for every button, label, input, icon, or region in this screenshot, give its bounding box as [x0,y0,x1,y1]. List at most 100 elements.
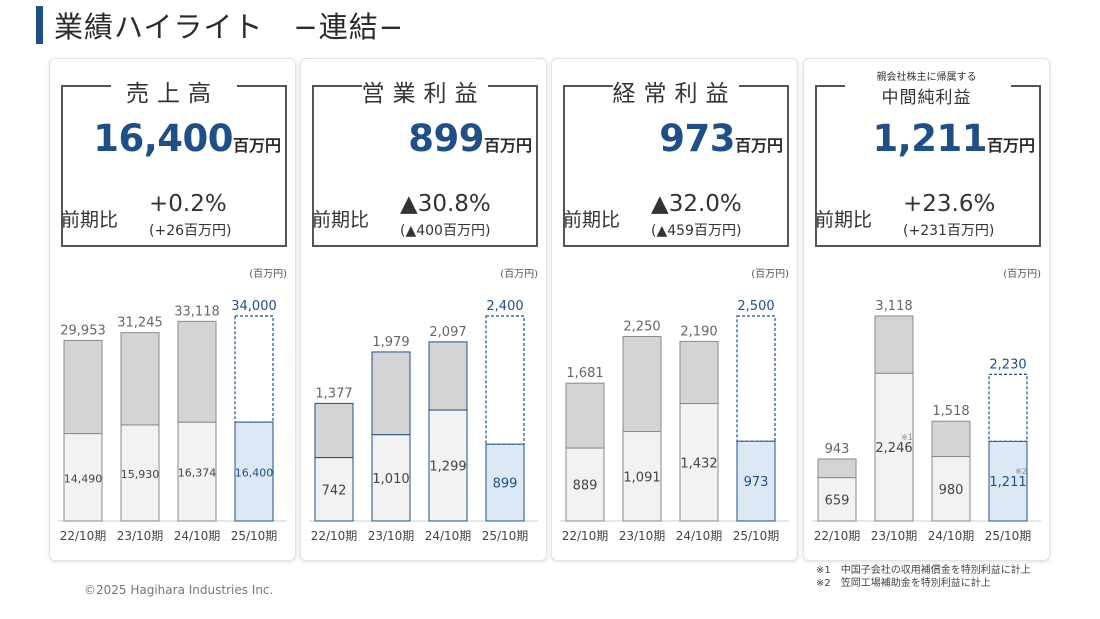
bar-total-label: 1,681 [566,366,603,381]
bar-total-label: 2,190 [680,324,717,339]
bar-chart: 1,681 889 22/10期 2,250 1,091 23/10期 2,190 1,432… [560,299,789,543]
kpi-box-border-left [565,85,613,87]
bar-interim-label: 659 [825,493,850,508]
bar-forecast-interim [485,443,525,522]
bar-interim-label: 1,211 [989,475,1026,490]
kpi-value-number: 1,211 [872,117,987,160]
bar-interim [874,372,914,522]
bar-interim [679,403,719,522]
kpi-box-border-right [1011,85,1039,87]
kpi-value-unit: 百万円 [483,136,532,155]
title-accent-bar [36,6,43,44]
bar-forecast-full [988,373,1028,442]
bar-chart: 29,953 14,490 22/10期 31,245 15,930 23/10期 33,1… [58,299,287,543]
x-tick-label: 24/10期 [676,529,723,543]
bar-chart: 943 659 22/10期 3,118 2,246※1 23/10期 1,518 980 24… [812,299,1041,543]
yoy-amount: (▲400百万円) [400,223,491,239]
bar-total-label: 943 [825,442,850,457]
bar-total-label: 1,377 [315,386,352,401]
kpi-box-border-left [63,85,111,87]
kpi-value-unit: 百万円 [734,136,783,155]
yoy-label: 前期比 [563,209,621,231]
x-tick-label: 24/10期 [425,529,472,543]
bar-interim [817,477,857,522]
yoy-amount: (▲459百万円) [651,223,742,239]
bar-interim [63,433,103,522]
kpi-value-unit: 百万円 [232,136,281,155]
yoy-label: 前期比 [312,209,370,231]
panel-operating-profit: 営業利益 899百万円 前期比 ▲30.8% (▲400百万円) (百万円) 1,377 74… [300,58,547,561]
yoy-amount: (+231百万円) [903,223,995,239]
bar-total-label: 34,000 [231,299,277,314]
yoy-percent: ▲32.0% [651,191,742,217]
bar-full-year [565,382,605,449]
bar-interim-label: 1,010 [372,472,409,487]
bar-full-year [817,458,857,479]
kpi-box-border-right [739,85,787,87]
kpi-title: 中間純利益 [881,88,972,108]
bar-interim-label: 16,400 [235,467,274,480]
bar-interim [177,421,217,522]
bar-forecast-interim [736,440,776,522]
x-tick-label: 22/10期 [562,529,609,543]
bar-interim [428,409,468,522]
bar-interim-label: 14,490 [64,472,103,485]
bar-full-year [314,402,354,459]
bar-total-label: 31,245 [117,316,163,331]
bar-interim [314,457,354,522]
kpi-box-border-right [488,85,536,87]
x-tick-label: 23/10期 [368,529,415,543]
yoy-label: 前期比 [815,209,873,231]
kpi-box [563,85,789,247]
bar-full-year [931,420,971,458]
bar-forecast-full [485,315,525,445]
x-tick-label: 25/10期 [231,529,278,543]
yoy-percent: +23.6% [903,191,996,217]
copyright: ©2025 Hagihara Industries Inc. [84,583,274,597]
kpi-value-number: 973 [659,117,735,160]
chart-unit-label: (百万円) [751,269,789,280]
x-tick-label: 24/10期 [928,529,975,543]
bar-interim [931,456,971,522]
kpi-box [815,85,1041,247]
bar-full-year [428,341,468,411]
bar-total-label: 2,250 [623,320,660,335]
kpi-box-border-right [237,85,285,87]
bar-forecast-full [234,315,274,423]
bar-forecast-interim [988,440,1028,522]
kpi-title-prefix: 親会社株主に帰属する [876,72,977,83]
panel-ordinary-profit: 経常利益 973百万円 前期比 ▲32.0% (▲459百万円) (百万円) 1,681 88… [551,58,798,561]
bar-total-label: 2,400 [486,299,523,314]
kpi-value-number: 16,400 [93,117,233,160]
bar-total-label: 1,979 [372,335,409,350]
x-tick-label: 23/10期 [871,529,918,543]
bar-interim-label: 742 [322,483,347,498]
yoy-amount: (+26百万円) [149,223,232,239]
yoy-label: 前期比 [61,209,119,231]
x-tick-label: 22/10期 [814,529,861,543]
bar-full-year [622,336,662,433]
x-tick-label: 22/10期 [311,529,358,543]
footnote-1: ※1 中国子会社の収用補償金を特別利益に計上 [816,565,1031,576]
bar-full-year [679,340,719,405]
bar-total-label: 29,953 [60,323,106,338]
footnote-2: ※2 笠岡工場補助金を特別利益に計上 [816,578,991,589]
bar-interim [565,447,605,522]
chart-unit-label: (百万円) [500,269,538,280]
bar-interim-label: 1,299 [429,460,466,475]
kpi-value: 899百万円 [408,117,532,160]
chart-unit-label: (百万円) [1003,269,1041,280]
bar-full-year [63,339,103,435]
bar-interim-label: 899 [493,477,518,492]
kpi-value: 16,400百万円 [93,117,281,160]
bar-full-year [371,351,411,436]
kpi-value-number: 899 [408,117,484,160]
page-title: 業績ハイライト −連結− [54,10,405,44]
bar-total-label: 2,230 [989,357,1026,372]
chart-unit-label: (百万円) [249,269,287,280]
panel-sales: 売上高 16,400百万円 前期比 +0.2% (+26百万円) (百万円) 29,953 1… [49,58,296,561]
kpi-title: 売上高 [126,81,219,107]
bar-interim [371,434,411,522]
bar-interim-label: 1,432 [680,456,717,471]
bar-total-label: 1,518 [932,404,969,419]
